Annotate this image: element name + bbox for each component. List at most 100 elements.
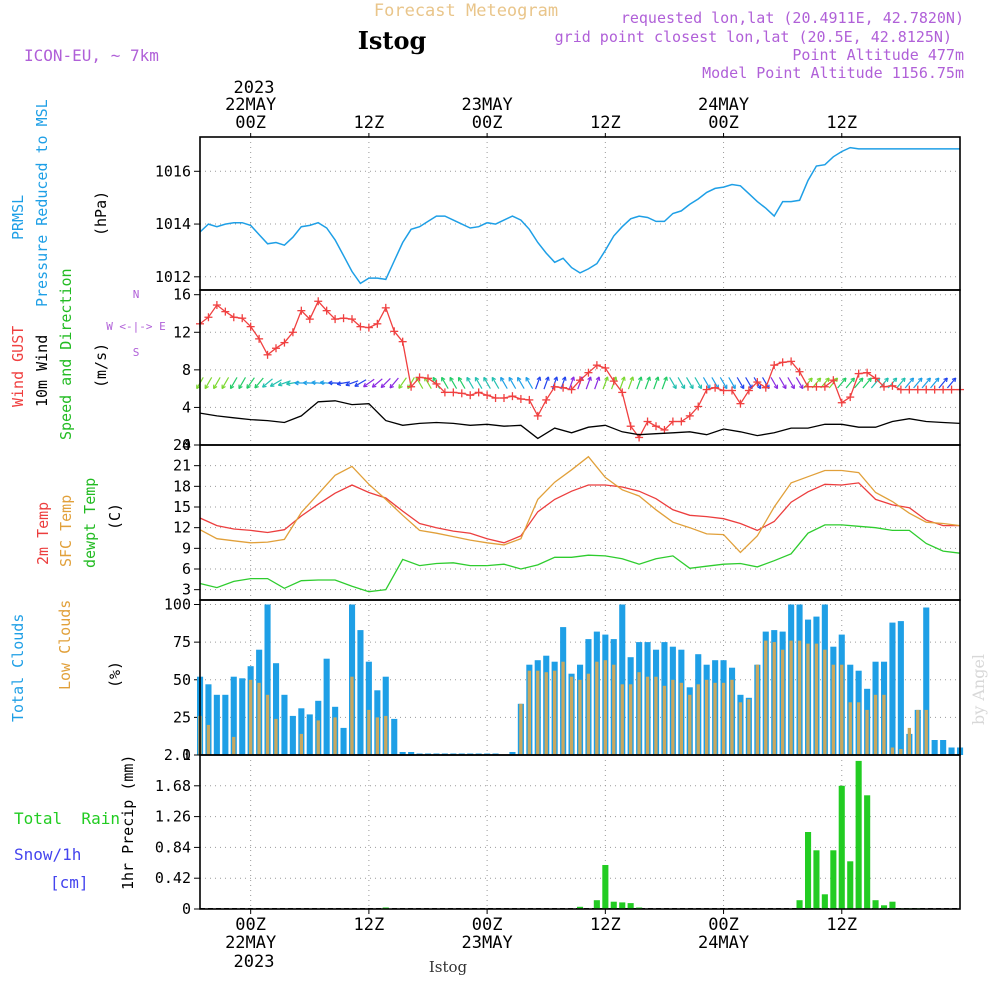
- temp-sfc-label: SFC Temp: [57, 495, 75, 567]
- top-tick-label-4: 00Z: [708, 113, 739, 133]
- cloud-bar-1-42: [553, 670, 557, 755]
- cloud-bar-0-82: [889, 622, 896, 755]
- wind-arrow-52: [636, 376, 643, 390]
- model-altitude: Model Point Altitude 1156.75m: [702, 64, 964, 82]
- pressure-panel: 1012 1014 1016: [155, 137, 960, 290]
- gust-point-76: [837, 398, 846, 407]
- clouds-ytick-label-1: 25: [173, 708, 191, 726]
- cloud-bar-1-20: [367, 709, 371, 755]
- wind-ytick-label-2: 8: [182, 361, 191, 379]
- cloud-bar-0-22: [382, 676, 389, 755]
- cloud-bar-0-1: [205, 684, 212, 755]
- precip-bar-13: [838, 785, 845, 909]
- wind-labels: Wind GUST 10m Wind Speed and Direction (…: [9, 268, 166, 440]
- cloud-bar-0-50: [619, 604, 626, 755]
- cloud-bar-1-64: [738, 702, 743, 755]
- temp-ytick-label-6: 21: [173, 457, 191, 475]
- top-date-label-2: 23MAY: [462, 95, 513, 115]
- wind-arrow-40: [534, 376, 542, 390]
- compass-north: N: [133, 288, 140, 301]
- cloud-bar-1-21: [375, 717, 379, 755]
- gust-point-27: [424, 374, 432, 383]
- precip-bar-9: [805, 832, 812, 909]
- wind-arrow-79: [862, 377, 872, 389]
- top-tick-label-0: 00Z: [235, 113, 266, 133]
- gust-point-48: [601, 363, 610, 372]
- wind-arrow-23: [389, 377, 399, 389]
- wind-arrow-35: [491, 376, 500, 389]
- precip-ytick-label-4: 1.68: [155, 777, 191, 795]
- cloud-bar-1-67: [764, 640, 768, 755]
- cloud-bar-1-8: [265, 694, 270, 755]
- wind-arrow-68: [770, 377, 779, 390]
- cloud-bar-1-48: [603, 660, 607, 755]
- cloud-bar-1-79: [865, 709, 869, 755]
- gust-point-82: [888, 381, 897, 390]
- gust-point-46: [584, 368, 593, 377]
- bottom-date-label-2: 23MAY: [462, 933, 513, 953]
- top-tick-label-5: 12Z: [826, 113, 857, 133]
- gust-point-68: [770, 361, 779, 370]
- cloud-bar-1-70: [789, 640, 793, 755]
- cloud-bar-0-15: [323, 658, 330, 755]
- wind-arrow-83: [896, 377, 906, 389]
- cloud-bar-1-53: [645, 676, 650, 755]
- bottom-tick-label-5: 12Z: [826, 915, 857, 935]
- cloud-bar-0-5: [239, 678, 246, 755]
- wind-arrow-89: [946, 377, 957, 389]
- gust-point-10: [280, 338, 289, 347]
- wind-arrow-22: [380, 377, 391, 389]
- cloud-bar-1-71: [797, 640, 802, 755]
- gust-point-34: [483, 391, 492, 400]
- wind-arrow-1: [204, 377, 213, 390]
- temp-ytick-label-5: 18: [173, 477, 191, 495]
- wind-ytick-label-1: 4: [182, 398, 191, 416]
- pressure-unit: (hPa): [92, 191, 110, 236]
- wind-arrow-2: [213, 377, 221, 390]
- cloud-bar-1-38: [519, 703, 523, 755]
- cloud-bar-1-78: [857, 702, 861, 755]
- gust-point-89: [947, 385, 956, 394]
- pressure-label-name: PRMSL: [9, 195, 27, 240]
- precip-ytick-label-0: 0: [182, 900, 191, 918]
- bottom-tick-label-0: 00Z: [235, 915, 266, 935]
- credit-watermark: by Angel: [969, 654, 988, 725]
- pressure-series-line-0: [199, 146, 960, 285]
- gust-point-17: [339, 314, 348, 323]
- cloud-bar-1-82: [890, 747, 895, 755]
- gust-point-49: [609, 377, 618, 386]
- gust-point-32: [466, 391, 475, 400]
- cloud-bar-0-9: [273, 663, 280, 755]
- wind-arrow-39: [525, 376, 534, 389]
- gust-point-31: [457, 389, 466, 398]
- wind-arrow-87: [930, 377, 940, 389]
- chart-subtitle: Forecast Meteogram: [374, 1, 558, 21]
- precip-bar-17: [872, 900, 879, 909]
- pressure-ytick-label-2: 1016: [155, 162, 191, 180]
- cloud-bar-0-25: [408, 752, 415, 755]
- precip-bar-6: [627, 903, 634, 909]
- precip-bar-16: [864, 795, 871, 909]
- wind-arrow-34: [483, 376, 491, 389]
- gust-point-88: [939, 385, 948, 394]
- gust-point-71: [795, 367, 804, 376]
- gust-point-23: [390, 327, 399, 336]
- cloud-bar-1-47: [595, 661, 599, 755]
- gust-point-40: [533, 411, 542, 420]
- gust-point-70: [787, 357, 796, 366]
- cloud-bar-1-44: [569, 676, 574, 755]
- precip-bar-12: [830, 850, 837, 909]
- gust-point-75: [829, 376, 838, 385]
- precip-unit: 1hr Precip (mm): [119, 755, 137, 890]
- wind-arrow-56: [669, 377, 677, 390]
- wind-arrow-57: [677, 377, 686, 390]
- cloud-bar-1-39: [527, 670, 531, 755]
- gust-point-21: [373, 319, 382, 328]
- clouds-ytick-label-4: 100: [164, 596, 191, 614]
- footer-title: Istog: [429, 958, 468, 976]
- temp-series-line-0: [199, 482, 960, 544]
- temp-panel: 3 6 9 12 15 18 21 24: [173, 436, 961, 600]
- clouds-ytick-label-0: 0: [182, 746, 191, 764]
- temp-ytick-label-1: 6: [182, 560, 191, 578]
